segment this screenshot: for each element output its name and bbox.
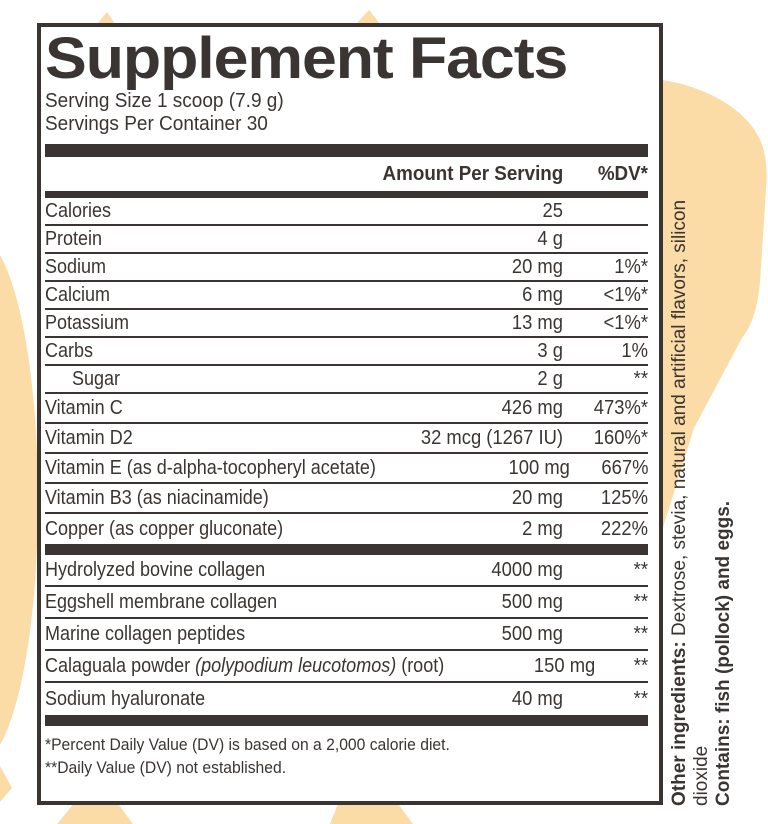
row-amount: 150 mg xyxy=(533,654,595,677)
column-header-row: Amount Per Serving %DV* xyxy=(45,157,648,191)
footnote-percent-dv: *Percent Daily Value (DV) is based on a … xyxy=(45,736,450,754)
column-header-amount: Amount Per Serving xyxy=(382,162,563,185)
top-petal-right xyxy=(356,10,380,24)
row-dv: 160%* xyxy=(593,426,648,449)
table-row: Vitamin E (as d-alpha-tocopheryl acetate… xyxy=(45,454,648,484)
row-name: Copper (as copper gluconate) xyxy=(45,517,284,540)
table-row: Sodium hyaluronate 40 mg ** xyxy=(45,683,648,715)
table-row: Carbs 3 g 1% xyxy=(45,338,648,366)
table-row: Marine collagen peptides 500 mg ** xyxy=(45,619,648,651)
table-row: Calcium 6 mg <1%* xyxy=(45,282,648,310)
row-dv: <1%* xyxy=(603,283,648,306)
row-name: Vitamin B3 (as niacinamide) xyxy=(45,486,269,509)
row-amount: 40 mg xyxy=(511,687,563,710)
nutrient-table: Calories 25 Protein 4 g Sodium 20 mg 1%*… xyxy=(45,198,648,544)
other-ingredients-value: Dextrose, stevia, natural and artificial… xyxy=(669,199,690,642)
side-ingredients-text: Other ingredients: Dextrose, stevia, nat… xyxy=(669,36,735,806)
row-amount: 500 mg xyxy=(501,590,563,613)
table-row: Hydrolyzed bovine collagen 4000 mg ** xyxy=(45,555,648,587)
row-dv: 1% xyxy=(621,339,648,362)
row-amount: 2 g xyxy=(537,367,563,390)
table-row: Calaguala powder (polypodium leucotomos)… xyxy=(45,651,648,683)
servings-per-container: Servings Per Container 30 xyxy=(45,113,268,135)
serving-size: Serving Size 1 scoop (7.9 g) xyxy=(45,90,284,112)
panel-title: Supplement Facts xyxy=(45,26,568,91)
divider-bar-medium xyxy=(45,191,648,198)
table-row: Vitamin D2 32 mcg (1267 IU) 160%* xyxy=(45,424,648,454)
table-row: Potassium 13 mg <1%* xyxy=(45,310,648,338)
row-name: Protein xyxy=(45,227,103,250)
bottom-petal-left xyxy=(57,801,133,824)
table-row: Vitamin C 426 mg 473%* xyxy=(45,394,648,424)
table-row: Sugar 2 g ** xyxy=(45,366,648,394)
row-dv: ** xyxy=(633,687,648,710)
row-name: Potassium xyxy=(45,311,130,334)
bottom-divider-bar xyxy=(45,715,648,726)
row-amount: 4000 mg xyxy=(491,558,563,581)
row-amount: 20 mg xyxy=(511,255,563,278)
other-ingredients-label: Other ingredients: xyxy=(669,641,690,806)
row-name: Vitamin D2 xyxy=(45,426,133,449)
row-name: Marine collagen peptides xyxy=(45,622,246,645)
bottom-petal-right xyxy=(330,801,413,824)
row-dv: 125% xyxy=(600,486,648,509)
row-dv: ** xyxy=(633,558,648,581)
row-amount: 500 mg xyxy=(501,622,563,645)
table-row: Protein 4 g xyxy=(45,226,648,254)
table-row: Calories 25 xyxy=(45,198,648,226)
row-amount: 3 g xyxy=(537,339,563,362)
row-name: Vitamin E (as d-alpha-tocopheryl acetate… xyxy=(45,456,376,479)
row-dv: <1%* xyxy=(603,311,648,334)
row-dv: 667% xyxy=(600,456,648,479)
right-blob-shape xyxy=(661,80,767,534)
row-amount: 6 mg xyxy=(522,283,563,306)
row-dv: 473%* xyxy=(593,396,648,419)
row-name: Sodium hyaluronate xyxy=(45,687,206,710)
row-dv: 222% xyxy=(600,517,648,540)
row-amount: 32 mcg (1267 IU) xyxy=(420,426,563,449)
row-dv: ** xyxy=(633,367,648,390)
row-name: Hydrolyzed bovine collagen xyxy=(45,558,266,581)
row-dv: 1%* xyxy=(614,255,648,278)
table-row: Copper (as copper gluconate) 2 mg 222% xyxy=(45,514,648,544)
contains-statement: Contains: fish (pollock) and eggs. xyxy=(713,500,734,806)
table-row: Vitamin B3 (as niacinamide) 20 mg 125% xyxy=(45,484,648,514)
row-dv: ** xyxy=(633,590,648,613)
supplement-facts-panel: Supplement Facts Serving Size 1 scoop (7… xyxy=(37,23,663,805)
section-divider-bar xyxy=(45,544,648,555)
row-amount: 426 mg xyxy=(501,396,563,419)
ingredient-table: Hydrolyzed bovine collagen 4000 mg ** Eg… xyxy=(45,555,648,715)
column-header-dv: %DV* xyxy=(597,162,648,185)
divider-bar-thick xyxy=(45,144,648,157)
left-blob-shape xyxy=(0,255,38,745)
table-row: Sodium 20 mg 1%* xyxy=(45,254,648,282)
row-amount: 13 mg xyxy=(511,311,563,334)
row-name: Carbs xyxy=(45,339,94,362)
row-name: Sodium xyxy=(45,255,107,278)
row-name: Calaguala powder (polypodium leucotomos)… xyxy=(45,654,445,677)
row-name: Sugar xyxy=(72,367,121,390)
row-dv: ** xyxy=(633,654,648,677)
row-amount: 100 mg xyxy=(508,456,570,479)
bottom-left-sliver xyxy=(0,766,12,802)
row-amount: 25 xyxy=(542,199,563,222)
row-amount: 4 g xyxy=(537,227,563,250)
footnote-dv-not-established: **Daily Value (DV) not established. xyxy=(45,759,287,777)
row-amount: 20 mg xyxy=(511,486,563,509)
other-ingredients-line: Other ingredients: Dextrose, stevia, nat… xyxy=(669,36,691,806)
row-name: Eggshell membrane collagen xyxy=(45,590,278,613)
other-ingredients-wrap: dioxide xyxy=(691,745,712,806)
row-name: Calcium xyxy=(45,283,111,306)
table-row: Eggshell membrane collagen 500 mg ** xyxy=(45,587,648,619)
row-name: Vitamin C xyxy=(45,396,123,419)
top-petal-left xyxy=(97,12,115,24)
row-dv: ** xyxy=(633,622,648,645)
row-name: Calories xyxy=(45,199,112,222)
row-amount: 2 mg xyxy=(522,517,563,540)
